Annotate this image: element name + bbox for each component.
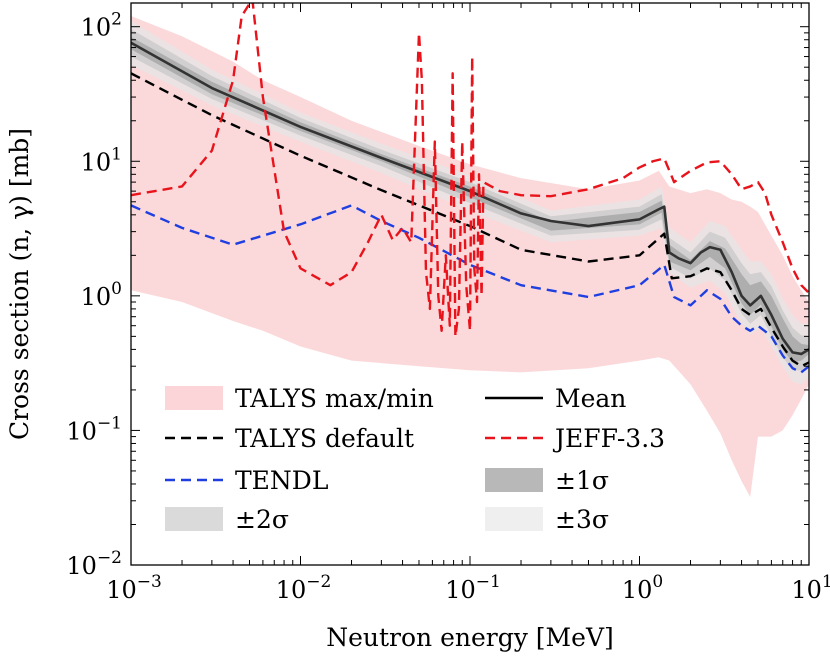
legend-swatch [165,507,223,531]
legend-item-jeff-3-3: JEFF-3.3 [485,424,665,453]
legend-label: ±1σ [555,466,609,495]
legend-item-pm-2sigma: ±2σ [165,505,289,534]
axis-ticks [130,3,810,566]
legend-swatch [485,468,543,492]
legend-label: ±2σ [235,505,289,534]
series-jeff-3-3 [131,3,809,338]
legend-label: Mean [555,384,626,413]
legend-label: ±3σ [555,505,609,534]
legend-swatch [165,386,223,410]
y-tick-label: 102 [81,10,122,42]
x-tick-label: 10−1 [445,572,501,604]
series-talys-default [131,72,809,368]
y-tick-label: 101 [81,144,122,176]
legend-item-pm-3sigma: ±3σ [485,505,609,534]
legend-label: TALYS default [235,424,414,453]
legend-label: JEFF-3.3 [552,424,665,453]
legend-label: TALYS max/min [235,384,434,413]
x-tick-labels: 10−3 10−2 10−1 100 101 [106,572,830,604]
plot-frame [130,2,810,566]
legend-item-talys-max-min: TALYS max/min [165,384,434,413]
x-tick-label: 100 [622,572,663,604]
legend-item-tendl: TENDL [165,466,328,495]
y-tick-label: 10−1 [66,413,122,445]
y-tick-labels: 10−2 10−1 100 101 102 [66,10,122,580]
legend-label: TENDL [235,466,328,495]
x-tick-label: 10−2 [276,572,332,604]
legend-item-pm-1sigma: ±1σ [485,466,609,495]
legend-item-mean: Mean [485,384,626,413]
y-axis-title: Cross section (n, γ) [mb] [5,128,34,440]
legend: TALYS max/min Mean TALYS default JEFF-3.3 TE… [165,384,665,534]
series-tendl [131,204,809,374]
x-axis-title: Neutron energy [MeV] [326,623,614,652]
band-pm-2sigma [131,29,809,371]
legend-item-talys-default: TALYS default [165,424,414,453]
x-tick-label: 101 [791,572,830,604]
y-tick-label: 10−2 [66,548,122,580]
legend-swatch [485,507,543,531]
x-tick-label: 10−3 [106,572,162,604]
y-tick-label: 100 [81,279,122,311]
data-series [131,3,809,374]
